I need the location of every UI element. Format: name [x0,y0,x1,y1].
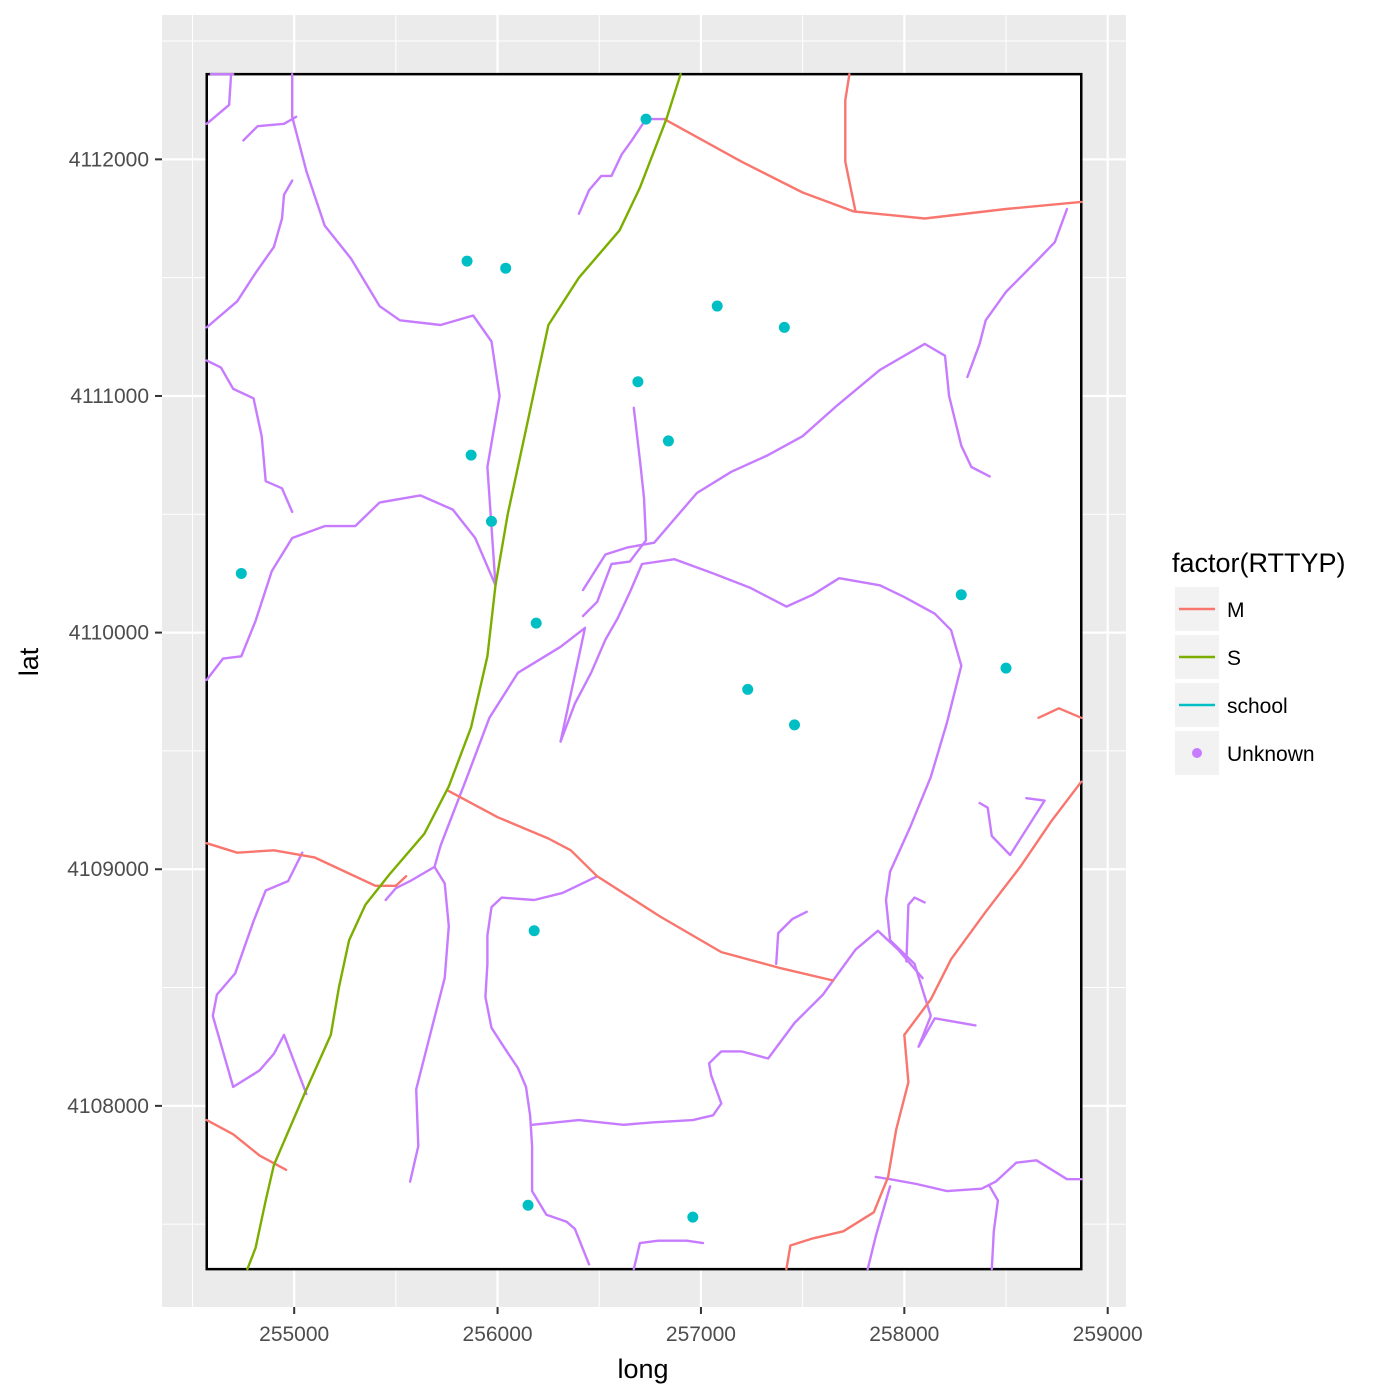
road-unknown [231,1033,308,1096]
road-unknown [775,910,808,966]
legend-label-unknown: Unknown [1227,743,1315,766]
school-point [742,683,754,695]
school-point [788,719,800,731]
legend-label-s: S [1227,647,1241,670]
school-points-layer [235,113,1012,1223]
school-point [955,589,967,601]
school-point [687,1211,699,1223]
y-tick-label: 4108000 [67,1095,149,1118]
x-tick-label: 257000 [666,1323,736,1346]
road-m [205,842,408,887]
y-tick-label: 4110000 [69,622,149,645]
roads-unknown-layer [205,72,1083,1271]
legend-label-school: school [1227,695,1288,718]
y-tick-label: 4112000 [69,148,149,171]
x-tick-label: 256000 [463,1323,533,1346]
road-unknown [988,1185,1000,1271]
road-unknown [242,115,298,142]
school-point [522,1199,534,1211]
y-axis-title: lat [14,647,44,676]
road-unknown [581,406,648,618]
road-unknown [205,72,233,126]
x-tick-label: 258000 [869,1323,939,1346]
road-m [205,1118,288,1172]
school-point [632,376,644,388]
legend-point-unknown [1192,748,1202,758]
roads-s-layer [246,72,682,1271]
road-s [246,72,682,1271]
road-unknown [484,875,599,1266]
school-point [485,515,497,527]
road-unknown [205,359,294,514]
road-m [844,72,857,213]
y-tick-label: 4111000 [70,385,149,408]
road-unknown [905,896,926,963]
school-point [530,617,542,629]
legend-entry-s: S [1175,635,1241,679]
x-tick-label: 255000 [259,1323,329,1346]
bbox-rectangle [205,72,1083,1271]
legend-label-m: M [1227,599,1245,622]
school-point [465,449,477,461]
legend: factor(RTTYP) M S school Unknown [1172,548,1346,775]
road-unknown [211,851,304,1089]
road-unknown [581,342,991,592]
road-m [785,780,1083,1271]
legend-entry-m: M [1175,587,1245,631]
x-axis-title: long [617,1354,668,1384]
road-unknown [632,1239,705,1271]
roads-m-layer [205,72,1083,1271]
x-axis: 255000 256000 257000 258000 259000 [259,1307,1143,1346]
y-axis: 4108000 4109000 4110000 4111000 4112000 [67,148,162,1118]
x-tick-label: 259000 [1073,1323,1143,1346]
legend-title: factor(RTTYP) [1172,548,1346,578]
school-point [711,300,723,312]
school-point [640,113,652,125]
road-unknown [408,865,450,1183]
legend-entry-unknown: Unknown [1175,731,1315,775]
road-unknown [866,1185,892,1271]
road-unknown [205,179,294,329]
road-unknown [530,929,924,1127]
school-point [528,925,540,937]
school-point [1000,662,1012,674]
road-unknown [966,207,1069,379]
road-unknown [978,797,1046,857]
road-unknown [433,626,587,869]
road-m [1037,707,1083,719]
road-m [447,789,835,982]
school-point [500,262,512,274]
road-unknown [874,1159,1083,1193]
legend-entry-school: school [1175,683,1288,727]
road-m [663,117,1083,220]
road-unknown [384,865,436,902]
school-point [235,567,247,579]
school-point [778,321,790,333]
y-tick-label: 4109000 [67,858,149,881]
school-point [461,255,473,267]
school-point [662,435,674,447]
